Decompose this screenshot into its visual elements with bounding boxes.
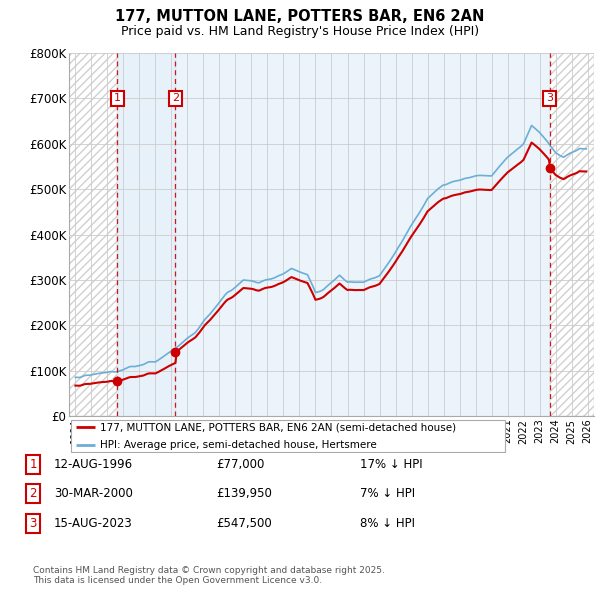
Bar (118, 53, 175, 416)
Bar (550, 53, 594, 416)
Bar (69, 53, 118, 416)
Text: 12-AUG-1996: 12-AUG-1996 (54, 458, 133, 471)
Text: 15-AUG-2023: 15-AUG-2023 (54, 517, 133, 530)
Text: 17% ↓ HPI: 17% ↓ HPI (360, 458, 422, 471)
Text: 3: 3 (546, 93, 553, 103)
FancyBboxPatch shape (71, 420, 505, 452)
Bar (175, 53, 550, 416)
Text: HPI: Average price, semi-detached house, Hertsmere: HPI: Average price, semi-detached house,… (100, 440, 376, 450)
Text: 2: 2 (29, 487, 37, 500)
Text: 177, MUTTON LANE, POTTERS BAR, EN6 2AN (semi-detached house): 177, MUTTON LANE, POTTERS BAR, EN6 2AN (… (100, 422, 456, 432)
Text: £547,500: £547,500 (216, 517, 272, 530)
Text: Price paid vs. HM Land Registry's House Price Index (HPI): Price paid vs. HM Land Registry's House … (121, 25, 479, 38)
Text: 177, MUTTON LANE, POTTERS BAR, EN6 2AN: 177, MUTTON LANE, POTTERS BAR, EN6 2AN (115, 9, 485, 24)
Text: £77,000: £77,000 (216, 458, 265, 471)
Bar (550, 53, 594, 416)
Text: 7% ↓ HPI: 7% ↓ HPI (360, 487, 415, 500)
Bar (69, 53, 118, 416)
Text: 1: 1 (114, 93, 121, 103)
Text: Contains HM Land Registry data © Crown copyright and database right 2025.
This d: Contains HM Land Registry data © Crown c… (33, 566, 385, 585)
Text: £139,950: £139,950 (216, 487, 272, 500)
Text: 3: 3 (29, 517, 37, 530)
Text: 2: 2 (172, 93, 179, 103)
Text: 8% ↓ HPI: 8% ↓ HPI (360, 517, 415, 530)
Text: 1: 1 (29, 458, 37, 471)
Text: 30-MAR-2000: 30-MAR-2000 (54, 487, 133, 500)
